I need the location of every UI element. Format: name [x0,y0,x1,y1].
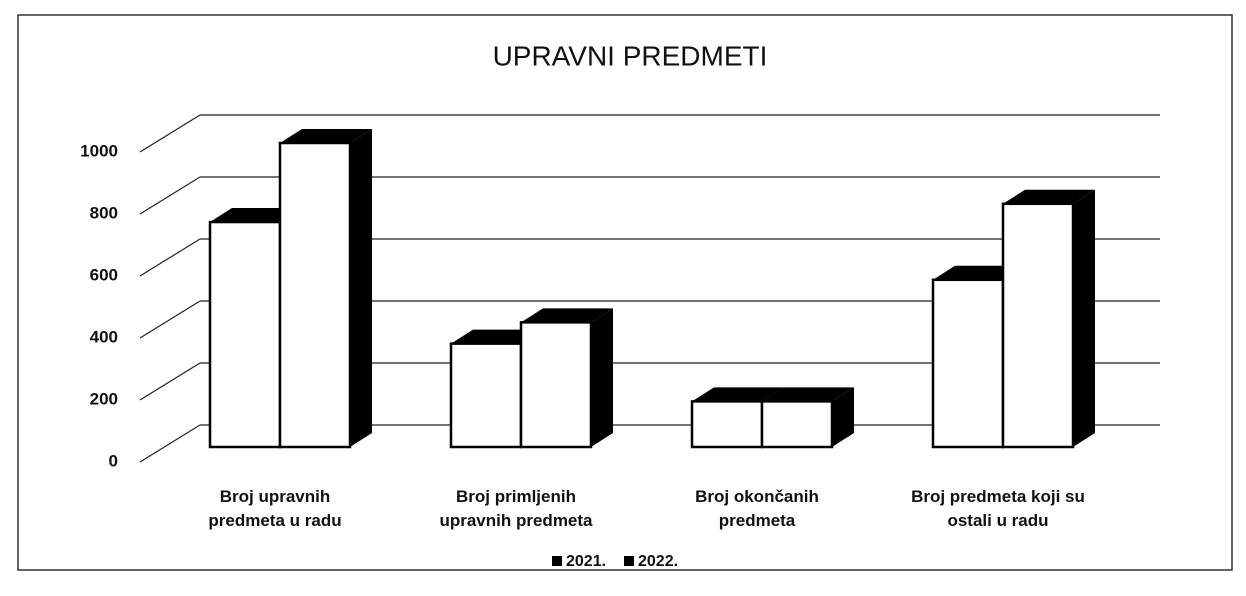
legend-label: 2022. [638,553,678,570]
grid-line-diagonal [139,424,201,463]
bar-side [350,129,372,447]
y-tick-label: 200 [90,389,118,408]
grid-line-diagonal [139,114,201,153]
bar-top [1003,189,1095,204]
x-tick-label: Broj primljenih upravnih predmeta [439,487,593,530]
y-tick-label: 800 [90,203,118,222]
legend-swatch [552,556,562,566]
legend-label: 2021. [566,553,606,570]
x-tick-label: Broj upravnih predmeta u radu [208,487,342,530]
grid-line-diagonal [139,300,201,339]
bar-front [449,342,523,449]
bar-front [519,321,593,449]
bar-side [1073,189,1095,448]
bar-front [278,141,352,449]
y-tick-label: 1000 [80,141,118,160]
bar [1001,189,1095,449]
bar-front [1001,202,1075,449]
bar [278,129,372,449]
bar-front [690,400,764,449]
bar-top [692,387,784,402]
bar [760,387,854,449]
grid-line-diagonal [139,362,201,401]
bar [519,308,613,449]
bar-top [762,387,854,402]
bar-front [208,220,282,449]
y-tick-label: 600 [90,265,118,284]
grid-line-diagonal [139,238,201,277]
grid-line-diagonal [139,176,201,215]
legend-swatch [624,556,634,566]
bar-top [521,308,613,323]
y-tick-label: 0 [109,451,118,470]
chart-title: UPRAVNI PREDMETI [493,40,768,71]
chart-border [17,14,1233,571]
bar-top [280,129,372,143]
bar-side [832,387,854,447]
bar-side [591,308,613,447]
bar-front [760,400,834,449]
x-tick-label: Broj okončanih predmeta [695,487,819,530]
bar-front [931,278,1005,449]
x-tick-label: Broj predmeta koji su ostali u radu [911,487,1085,530]
y-tick-label: 400 [90,327,118,346]
